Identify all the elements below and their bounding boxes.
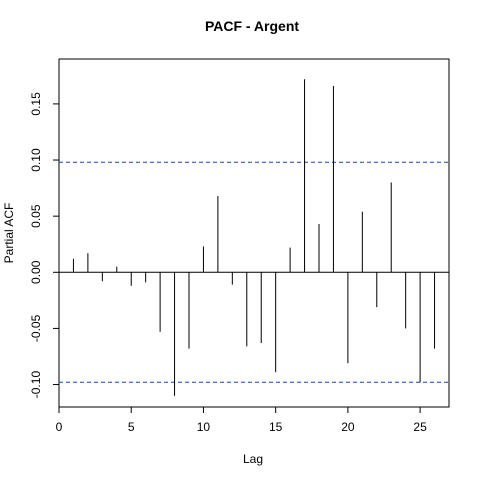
y-tick-label: -0.10: [29, 371, 43, 399]
y-axis-label: Partial ACF: [2, 203, 16, 264]
plot-frame: [58, 58, 450, 408]
x-tick-label: 15: [269, 420, 283, 434]
y-tick-label: 0.10: [29, 148, 43, 172]
y-tick-label: 0.05: [29, 204, 43, 228]
x-tick-label: 5: [128, 420, 135, 434]
x-tick-label: 0: [56, 420, 63, 434]
x-tick-label: 20: [341, 420, 355, 434]
chart-title: PACF - Argent: [205, 18, 299, 34]
y-tick-label: 0.00: [29, 260, 43, 284]
x-axis-label: Lag: [243, 452, 263, 466]
y-tick-label: -0.05: [29, 314, 43, 342]
x-tick-label: 10: [197, 420, 211, 434]
y-tick-label: 0.15: [29, 92, 43, 116]
plot-marks: 0 5 10 15 20 25 -0.10 -0.05 0.00 0.05 0.10 0.15: [29, 58, 450, 434]
x-tick-label: 25: [413, 420, 427, 434]
